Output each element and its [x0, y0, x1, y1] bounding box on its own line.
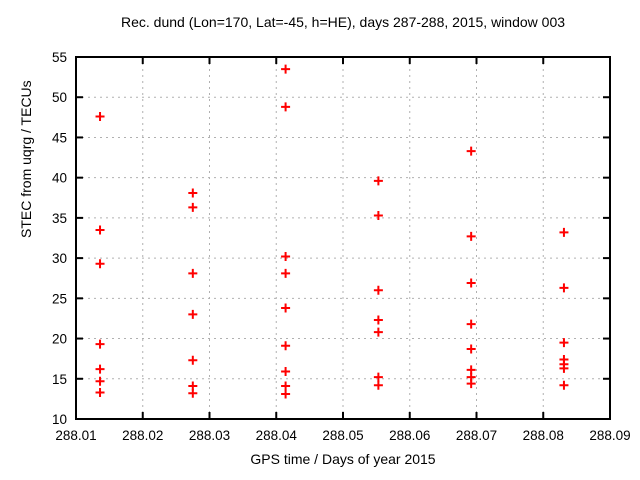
data-point-marker [281, 252, 291, 262]
x-tick-label: 288.02 [122, 428, 163, 443]
x-axis-label: GPS time / Days of year 2015 [250, 451, 436, 467]
data-point-marker [281, 303, 291, 313]
data-point-marker [95, 225, 105, 235]
data-point-marker [188, 388, 198, 398]
data-point-marker [188, 202, 198, 212]
y-tick-label: 40 [52, 171, 67, 186]
data-point-marker [188, 268, 198, 278]
data-point-marker [281, 102, 291, 112]
data-point-marker [281, 389, 291, 399]
x-tick-label: 288.09 [589, 428, 630, 443]
y-tick-label: 25 [52, 291, 67, 306]
data-point-marker [188, 309, 198, 319]
data-point-marker [95, 339, 105, 349]
y-tick-label: 45 [52, 130, 67, 145]
data-point-marker [559, 227, 569, 237]
y-tick-label: 55 [52, 50, 67, 65]
data-point-marker [466, 278, 476, 288]
data-point-marker [373, 380, 383, 390]
data-point-marker [95, 112, 105, 122]
data-point-marker [281, 268, 291, 278]
x-tick-label: 288.03 [189, 428, 230, 443]
x-tick-label: 288.06 [389, 428, 430, 443]
data-point-marker [373, 285, 383, 295]
data-point-marker [188, 355, 198, 365]
y-tick-label: 10 [52, 412, 67, 427]
data-point-marker [95, 364, 105, 374]
data-point-marker [373, 176, 383, 186]
data-point-marker [466, 344, 476, 354]
data-point-marker [559, 283, 569, 293]
x-tick-label: 288.07 [456, 428, 497, 443]
y-tick-label: 35 [52, 211, 67, 226]
data-point-marker [373, 210, 383, 220]
y-tick-label: 20 [52, 332, 67, 347]
x-tick-label: 288.01 [55, 428, 96, 443]
data-point-marker [466, 231, 476, 241]
data-point-marker [95, 259, 105, 269]
data-point-marker [281, 381, 291, 391]
data-point-marker [559, 380, 569, 390]
data-point-marker [95, 376, 105, 386]
data-point-marker [559, 363, 569, 373]
data-point-marker [281, 367, 291, 377]
data-point-marker [373, 315, 383, 325]
data-point-marker [95, 387, 105, 397]
data-point-marker [559, 338, 569, 348]
x-tick-label: 288.08 [523, 428, 564, 443]
y-tick-label: 15 [52, 372, 67, 387]
data-point-marker [281, 341, 291, 351]
data-point-marker [373, 327, 383, 337]
y-tick-label: 50 [52, 90, 67, 105]
data-point-marker [466, 319, 476, 329]
x-tick-label: 288.04 [256, 428, 298, 443]
data-point-marker [466, 379, 476, 389]
data-point-marker [466, 146, 476, 156]
data-point-marker [188, 188, 198, 198]
chart-title: Rec. dund (Lon=170, Lat=-45, h=HE), days… [120, 14, 566, 30]
data-point-marker [281, 64, 291, 74]
x-tick-label: 288.05 [322, 428, 363, 443]
y-tick-label: 30 [52, 251, 67, 266]
data-point-marker [373, 372, 383, 382]
